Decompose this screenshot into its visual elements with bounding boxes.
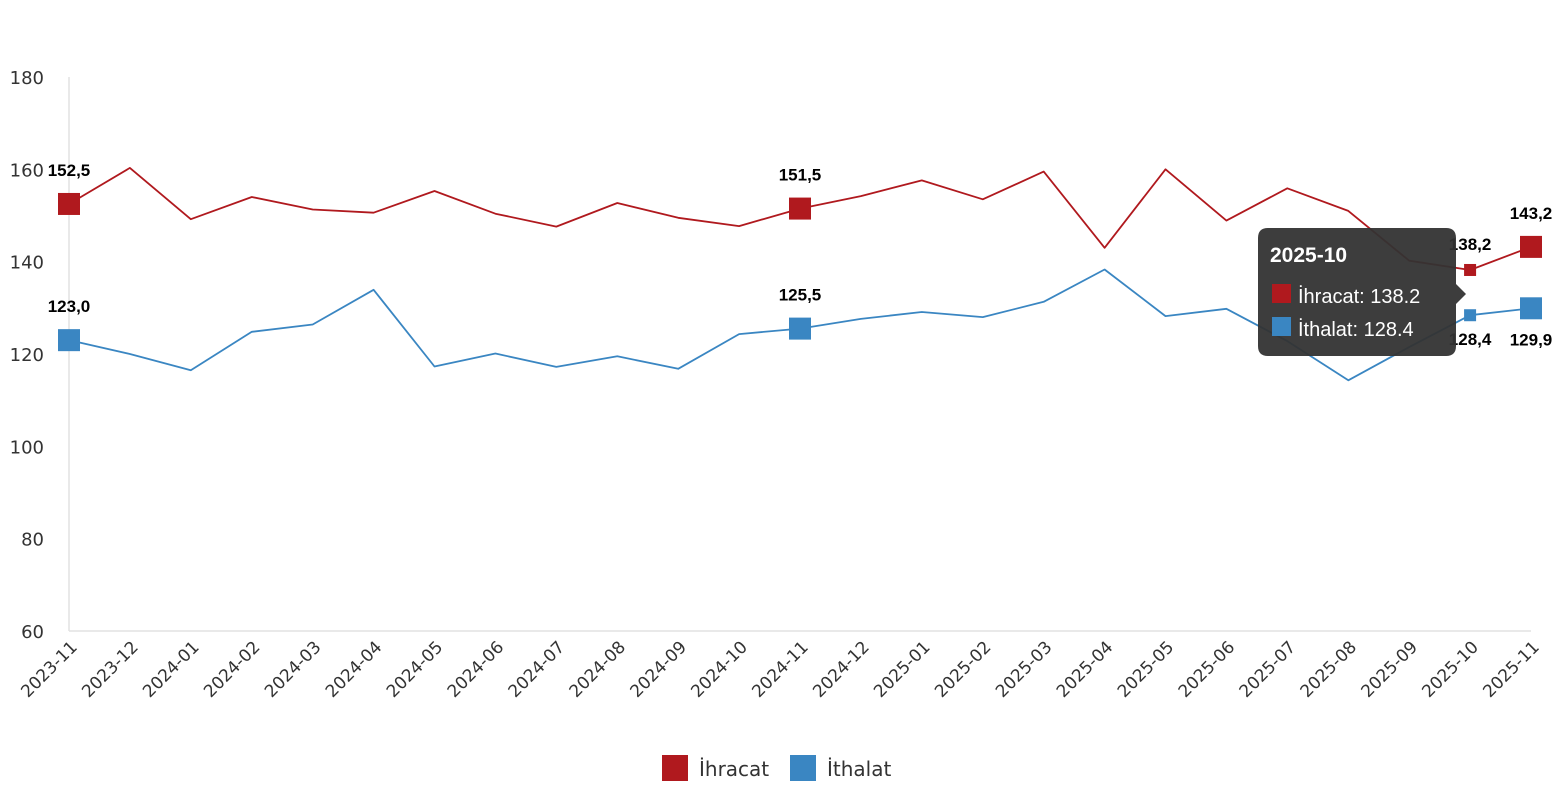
- series-marker[interactable]: [1464, 263, 1477, 276]
- x-tick-label: 2025-01: [870, 638, 934, 702]
- tooltip-swatch: [1272, 317, 1291, 336]
- tooltip-line: İthalat: 128.4: [1298, 318, 1414, 341]
- data-label: 151,5: [779, 166, 822, 185]
- series-layer: [58, 166, 1542, 382]
- data-label: 152,5: [48, 161, 91, 180]
- x-tick-label: 2024-10: [687, 638, 751, 702]
- y-tick-label: 100: [10, 437, 44, 458]
- x-tick-label: 2025-10: [1418, 638, 1482, 702]
- tooltip-line: İhracat: 138.2: [1298, 285, 1420, 308]
- axes: 60 80 100 120 140 160 180 2023-112023-122024-01…: [10, 68, 1544, 702]
- data-label: 138,2: [1449, 235, 1492, 254]
- x-tick-label: 2025-09: [1358, 638, 1422, 702]
- x-tick-label: 2025-11: [1479, 638, 1543, 702]
- y-tick-label: 60: [21, 622, 44, 643]
- x-tick-label: 2025-02: [931, 638, 995, 702]
- data-label: 125,5: [779, 286, 822, 305]
- x-tick-label: 2025-04: [1053, 638, 1117, 702]
- x-tick-label: 2024-11: [748, 638, 812, 702]
- y-tick-label: 180: [10, 68, 44, 89]
- x-tick-label: 2025-08: [1297, 638, 1361, 702]
- legend-swatch[interactable]: [790, 755, 816, 781]
- x-tick-label: 2023-11: [17, 638, 81, 702]
- data-label: 123,0: [48, 297, 91, 316]
- y-tick-label: 120: [10, 345, 44, 366]
- x-tick-label: 2025-03: [992, 638, 1056, 702]
- legend: İhracat İthalat: [662, 755, 891, 781]
- y-tick-label: 80: [21, 530, 44, 551]
- tooltip-box: [1258, 228, 1466, 356]
- tooltip: 2025-10 İhracat: 138.2 İthalat: 128.4: [1258, 228, 1466, 356]
- data-label: 143,2: [1510, 204, 1553, 223]
- x-tick-label: 2024-07: [505, 638, 569, 702]
- data-label: 129,9: [1510, 330, 1553, 349]
- x-tick-label: 2025-07: [1236, 638, 1300, 702]
- x-tick-label: 2024-06: [444, 638, 508, 702]
- series-marker[interactable]: [1520, 235, 1542, 258]
- series-marker[interactable]: [789, 317, 811, 340]
- x-tick-label: 2024-12: [809, 638, 873, 702]
- series-marker[interactable]: [789, 197, 811, 220]
- x-tick-label: 2024-04: [322, 638, 386, 702]
- x-tick-label: 2024-03: [261, 638, 325, 702]
- data-labels: 152,5 151,5 138,2 143,2 123,0 125,5 128,4 129,9: [48, 161, 1553, 349]
- x-tick-label: 2023-12: [78, 638, 142, 702]
- x-tick-label: 2025-05: [1114, 638, 1178, 702]
- series-marker[interactable]: [1464, 309, 1477, 322]
- tooltip-swatch: [1272, 284, 1291, 303]
- series-marker[interactable]: [58, 192, 80, 215]
- x-tick-label: 2024-08: [566, 638, 630, 702]
- x-tick-label: 2025-06: [1175, 638, 1239, 702]
- legend-swatch[interactable]: [662, 755, 688, 781]
- legend-label[interactable]: İthalat: [827, 757, 891, 781]
- x-tick-label: 2024-05: [383, 638, 447, 702]
- series-marker[interactable]: [1520, 297, 1542, 320]
- series-marker[interactable]: [58, 329, 80, 352]
- data-label: 128,4: [1449, 330, 1492, 349]
- legend-label[interactable]: İhracat: [699, 757, 769, 781]
- x-tick-label: 2024-02: [200, 638, 264, 702]
- x-tick-label: 2024-01: [139, 638, 203, 702]
- tooltip-title: 2025-10: [1270, 244, 1347, 267]
- x-tick-label: 2024-09: [627, 638, 691, 702]
- y-tick-label: 160: [10, 160, 44, 181]
- y-tick-label: 140: [10, 253, 44, 274]
